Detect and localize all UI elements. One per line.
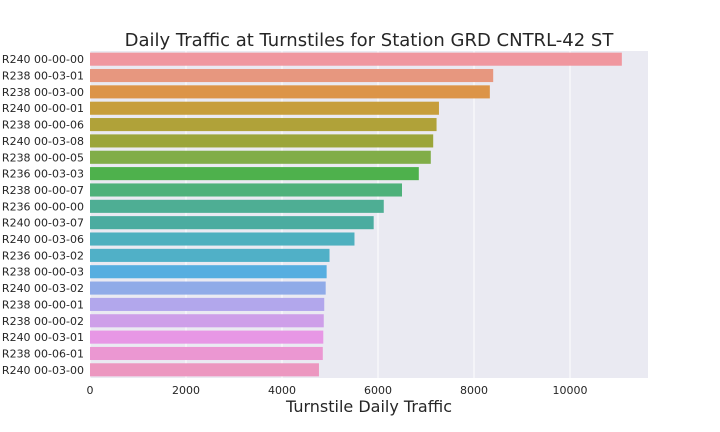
y-tick-label: R240 00-03-00 bbox=[2, 364, 84, 377]
y-tick-label: R240 00-00-01 bbox=[2, 102, 84, 115]
x-tick-label: 8000 bbox=[460, 384, 488, 397]
bar bbox=[90, 101, 439, 115]
bar bbox=[90, 118, 437, 132]
y-tick-label: R238 00-00-06 bbox=[2, 119, 84, 132]
bar bbox=[90, 52, 622, 66]
y-tick-label: R240 00-03-01 bbox=[2, 331, 84, 344]
plot-area bbox=[90, 51, 648, 378]
y-tick-label: R236 00-00-00 bbox=[2, 200, 84, 213]
y-tick-label: R238 00-06-01 bbox=[2, 347, 84, 360]
bars bbox=[90, 52, 622, 377]
y-tick-label: R238 00-00-07 bbox=[2, 184, 84, 197]
bar bbox=[90, 183, 402, 197]
bar bbox=[90, 314, 324, 328]
bar bbox=[90, 216, 374, 230]
y-tick-label: R240 00-03-02 bbox=[2, 282, 84, 295]
bar bbox=[90, 248, 330, 262]
y-tick-label: R240 00-00-00 bbox=[2, 53, 84, 66]
y-tick-label: R238 00-00-05 bbox=[2, 151, 84, 164]
bar bbox=[90, 68, 494, 83]
y-tick-label: R238 00-00-03 bbox=[2, 266, 84, 279]
y-tick-label: R238 00-03-01 bbox=[2, 70, 84, 83]
x-axis-label: Turnstile Daily Traffic bbox=[285, 397, 452, 416]
bar bbox=[90, 330, 324, 344]
bar bbox=[90, 265, 327, 279]
bar bbox=[90, 85, 490, 99]
bar bbox=[90, 167, 419, 181]
bar bbox=[90, 363, 319, 377]
chart-title: Daily Traffic at Turnstiles for Station … bbox=[125, 30, 615, 51]
bar bbox=[90, 134, 434, 148]
y-tick-labels: R240 00-00-00 R238 00-03-01 R238 00-03-00 R… bbox=[2, 53, 84, 377]
y-tick-label: R236 00-03-03 bbox=[2, 168, 84, 181]
x-tick-label: 4000 bbox=[268, 384, 296, 397]
x-tick-labels: 0 2000 4000 6000 8000 10000 bbox=[87, 384, 588, 397]
bar bbox=[90, 150, 431, 164]
y-tick-label: R240 00-03-07 bbox=[2, 217, 84, 230]
y-tick-label: R238 00-03-00 bbox=[2, 86, 84, 99]
y-tick-label: R240 00-03-06 bbox=[2, 233, 84, 246]
bar bbox=[90, 297, 325, 311]
x-tick-label: 2000 bbox=[172, 384, 200, 397]
y-tick-label: R238 00-00-02 bbox=[2, 315, 84, 328]
bar bbox=[90, 281, 326, 295]
y-tick-label: R238 00-00-01 bbox=[2, 298, 84, 311]
x-tick-label: 10000 bbox=[553, 384, 588, 397]
bar bbox=[90, 232, 355, 246]
bar bbox=[90, 346, 323, 361]
bar bbox=[90, 199, 384, 213]
x-tick-label: 6000 bbox=[364, 384, 392, 397]
y-tick-label: R236 00-03-02 bbox=[2, 249, 84, 262]
y-tick-label: R240 00-03-08 bbox=[2, 135, 84, 148]
x-tick-label: 0 bbox=[87, 384, 94, 397]
